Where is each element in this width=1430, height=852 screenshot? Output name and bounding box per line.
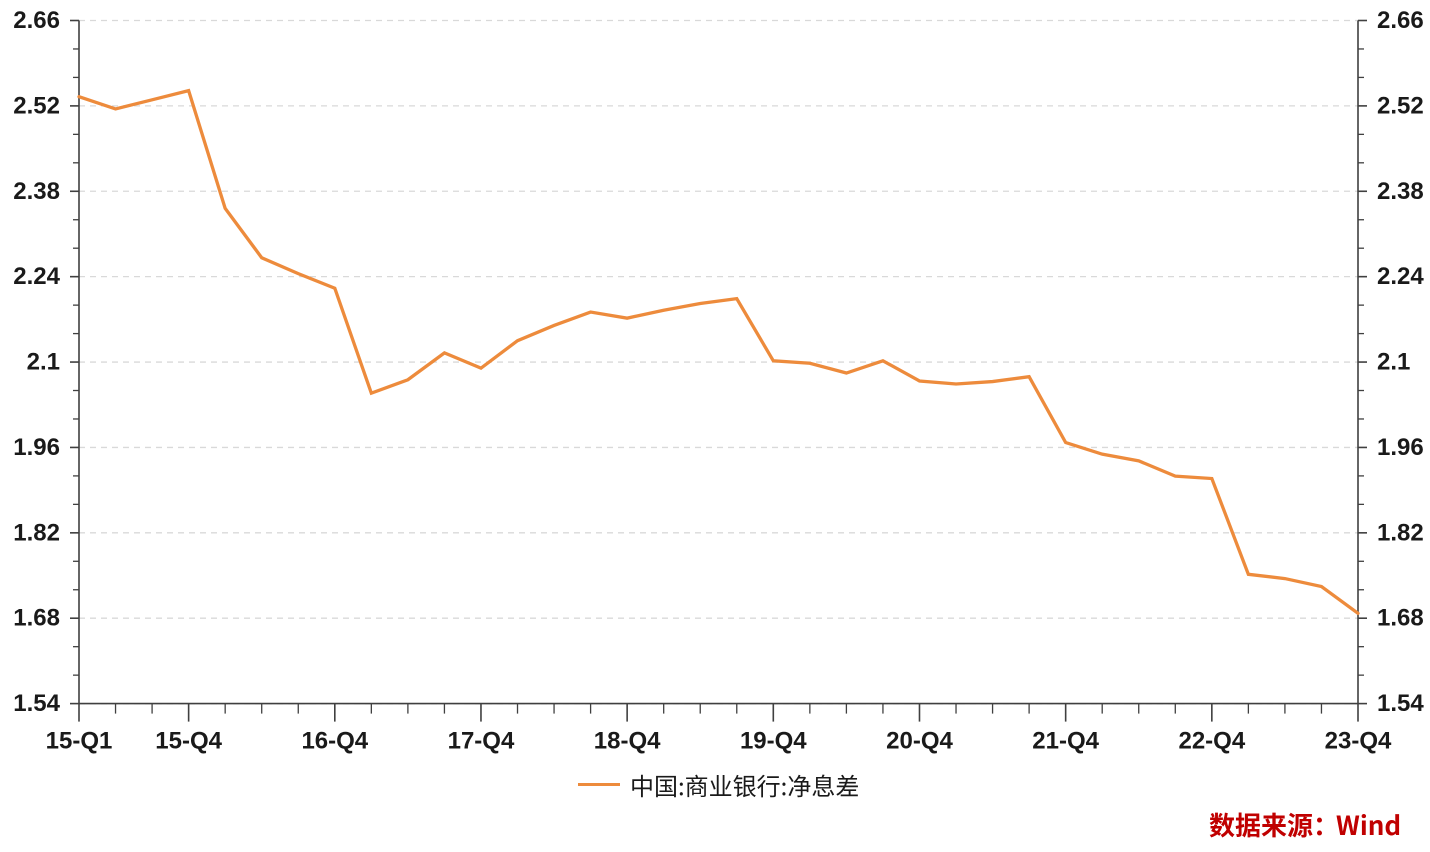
svg-text:15-Q1: 15-Q1 (46, 728, 113, 755)
svg-text:1.54: 1.54 (13, 690, 60, 717)
svg-text:20-Q4: 20-Q4 (886, 728, 953, 755)
svg-text:2.38: 2.38 (13, 178, 60, 205)
svg-text:1.82: 1.82 (13, 519, 60, 546)
svg-text:2.24: 2.24 (13, 263, 60, 290)
svg-text:18-Q4: 18-Q4 (594, 728, 661, 755)
svg-text:2.52: 2.52 (1377, 92, 1424, 119)
svg-text:15-Q4: 15-Q4 (155, 728, 222, 755)
svg-text:2.38: 2.38 (1377, 178, 1424, 205)
svg-text:1.68: 1.68 (1377, 605, 1424, 632)
svg-text:1.82: 1.82 (1377, 519, 1424, 546)
svg-text:1.68: 1.68 (13, 605, 60, 632)
svg-text:23-Q4: 23-Q4 (1325, 728, 1392, 755)
svg-text:1.96: 1.96 (13, 434, 60, 461)
svg-text:2.52: 2.52 (13, 92, 60, 119)
svg-text:2.66: 2.66 (13, 7, 60, 34)
svg-text:1.96: 1.96 (1377, 434, 1424, 461)
svg-text:2.24: 2.24 (1377, 263, 1424, 290)
svg-text:2.1: 2.1 (1377, 349, 1410, 376)
svg-text:2.66: 2.66 (1377, 7, 1424, 34)
svg-text:19-Q4: 19-Q4 (740, 728, 807, 755)
svg-text:2.1: 2.1 (27, 349, 60, 376)
svg-text:22-Q4: 22-Q4 (1178, 728, 1245, 755)
svg-text:1.54: 1.54 (1377, 690, 1424, 717)
svg-text:17-Q4: 17-Q4 (448, 728, 515, 755)
svg-text:16-Q4: 16-Q4 (301, 728, 368, 755)
svg-text:21-Q4: 21-Q4 (1032, 728, 1099, 755)
